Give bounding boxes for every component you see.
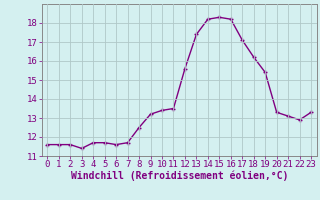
X-axis label: Windchill (Refroidissement éolien,°C): Windchill (Refroidissement éolien,°C) [70, 171, 288, 181]
